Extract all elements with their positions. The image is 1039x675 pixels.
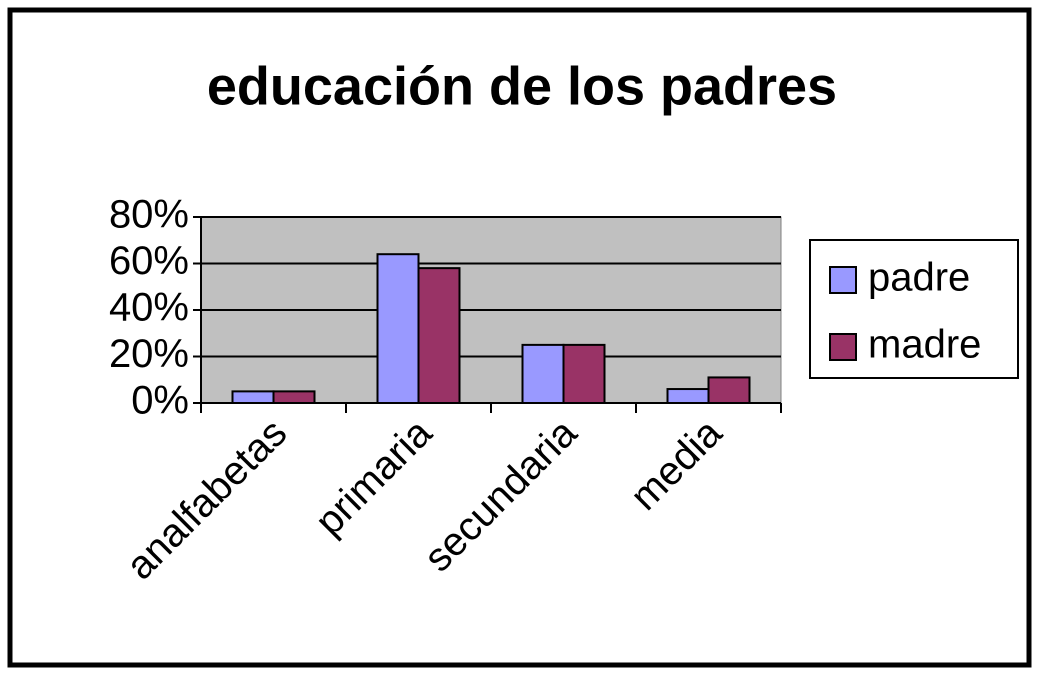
legend (809, 239, 1019, 379)
bar (272, 390, 316, 404)
y-tick-label: 0% (131, 379, 189, 423)
bar (521, 343, 565, 404)
bar (707, 376, 751, 404)
bar (562, 343, 606, 404)
bar (417, 267, 461, 404)
y-tick-label: 20% (109, 332, 189, 376)
legend-swatch (829, 266, 857, 294)
y-tick-label: 80% (109, 193, 189, 237)
legend-label: madre (868, 323, 981, 367)
legend-swatch (829, 333, 857, 361)
y-tick-label: 60% (109, 239, 189, 283)
bar (376, 253, 420, 404)
bar (666, 388, 710, 404)
bar (231, 390, 275, 404)
y-tick-label: 40% (109, 286, 189, 330)
chart-title: educación de los padres (207, 56, 837, 116)
legend-label: padre (868, 256, 970, 300)
